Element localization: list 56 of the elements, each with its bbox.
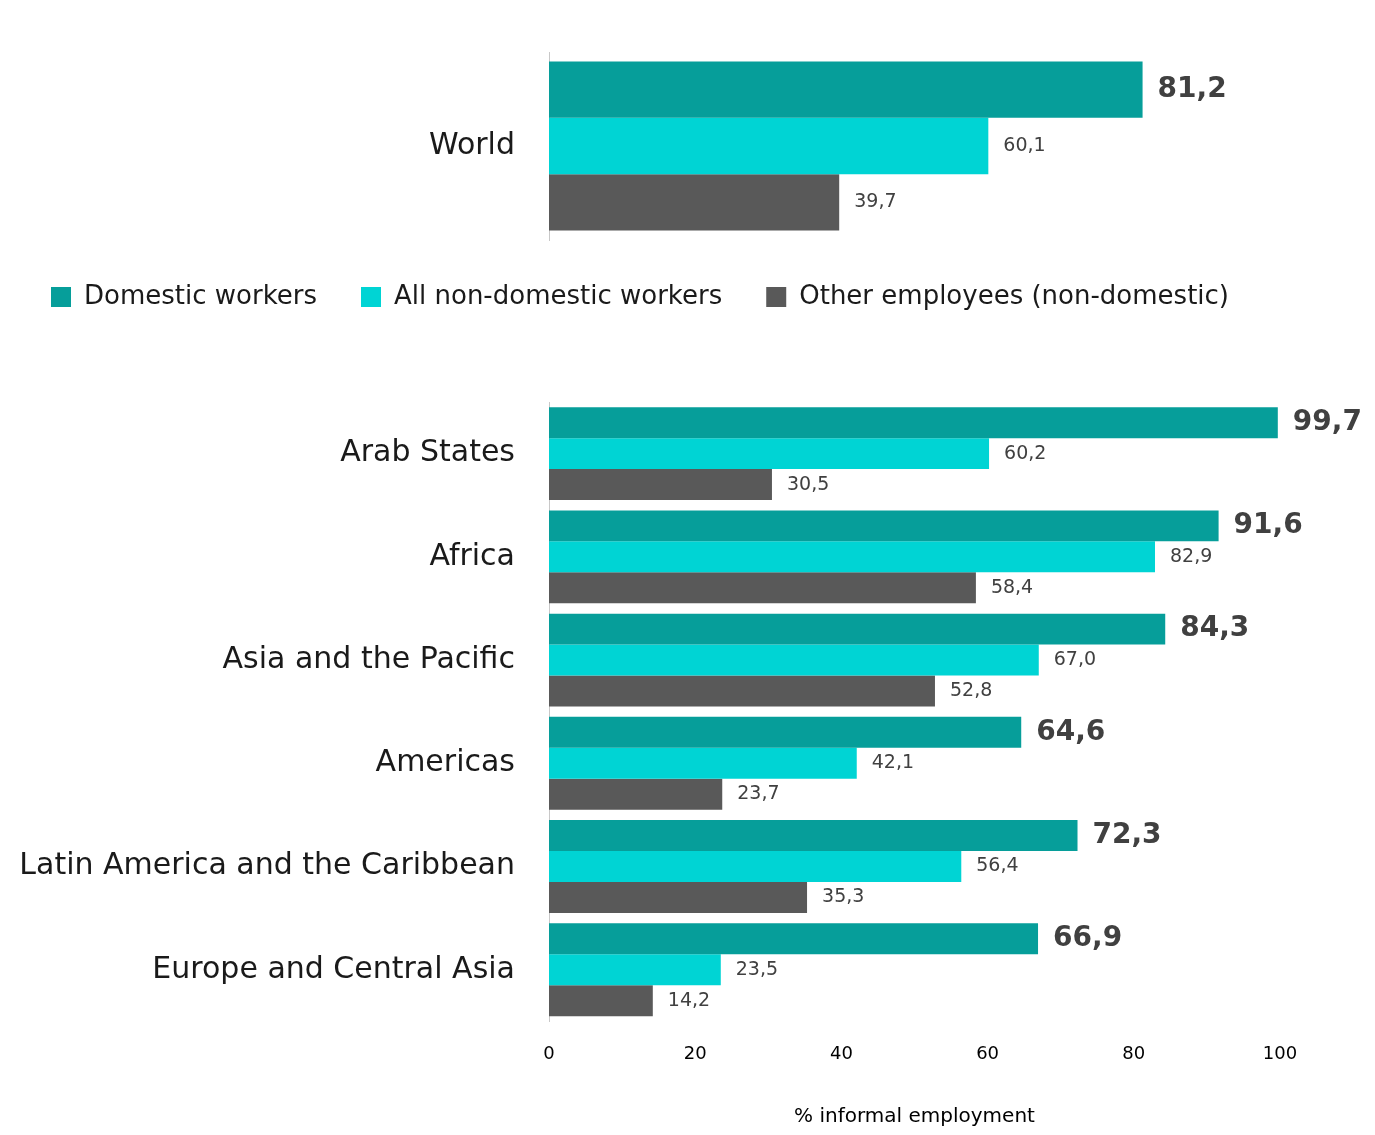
bar <box>549 882 808 914</box>
bar <box>549 954 721 986</box>
bar <box>549 778 723 810</box>
data-label: 67,0 <box>1053 647 1097 670</box>
legend-label: All non-domestic workers <box>394 279 723 310</box>
data-label: 14,2 <box>667 987 711 1010</box>
bar <box>549 716 1022 748</box>
bar <box>549 820 1078 852</box>
bar <box>549 613 1166 645</box>
data-label: 23,5 <box>735 956 779 979</box>
data-label: 84,3 <box>1180 610 1250 644</box>
data-label: 81,2 <box>1157 70 1227 104</box>
data-label: 35,3 <box>822 884 865 907</box>
x-tick-label: 0 <box>543 1041 555 1063</box>
y-tick-label: Latin America and the Caribbean <box>19 846 515 882</box>
data-label: 42,1 <box>871 750 915 773</box>
legend-label: Domestic workers <box>84 279 318 310</box>
data-label: 58,4 <box>990 574 1034 597</box>
bar <box>549 644 1039 676</box>
data-label: 91,6 <box>1233 507 1303 541</box>
bar <box>549 851 962 883</box>
x-tick-label: 60 <box>976 1041 1000 1063</box>
y-tick-label: Arab States <box>340 433 515 469</box>
y-tick-label: Europe and Central Asia <box>152 949 515 985</box>
bar <box>549 510 1219 542</box>
bar <box>549 747 857 779</box>
data-label: 60,2 <box>1004 440 1047 463</box>
bar <box>549 675 935 707</box>
bar <box>549 572 976 604</box>
bar <box>549 407 1278 439</box>
data-label: 52,8 <box>949 677 993 700</box>
legend-label: Other employees (non-domestic) <box>799 279 1229 310</box>
data-label: 66,9 <box>1053 920 1123 954</box>
data-label: 72,3 <box>1092 816 1162 850</box>
bar <box>549 438 990 470</box>
y-tick-label: Africa <box>429 536 515 572</box>
data-label: 82,9 <box>1170 543 1213 566</box>
x-tick-label: 20 <box>683 1041 707 1063</box>
bar <box>549 469 772 501</box>
data-label: 23,7 <box>737 781 780 804</box>
data-label: 39,7 <box>854 189 897 212</box>
bar <box>549 923 1039 955</box>
x-tick-label: 80 <box>1122 1041 1146 1063</box>
bar <box>549 541 1155 573</box>
x-tick-label: 40 <box>829 1041 853 1063</box>
data-label: 60,1 <box>1003 132 1046 155</box>
data-label: 99,7 <box>1292 403 1362 437</box>
x-tick-label: 100 <box>1262 1041 1298 1063</box>
bar <box>549 985 653 1017</box>
data-label: 30,5 <box>786 471 830 494</box>
y-tick-label: World <box>429 125 515 161</box>
y-tick-label: Asia and the Pacific <box>222 639 515 675</box>
data-label: 56,4 <box>976 853 1019 876</box>
y-tick-label: Americas <box>375 743 515 779</box>
data-label: 64,6 <box>1036 713 1106 747</box>
x-axis-title: % informal employment <box>794 1103 1036 1128</box>
